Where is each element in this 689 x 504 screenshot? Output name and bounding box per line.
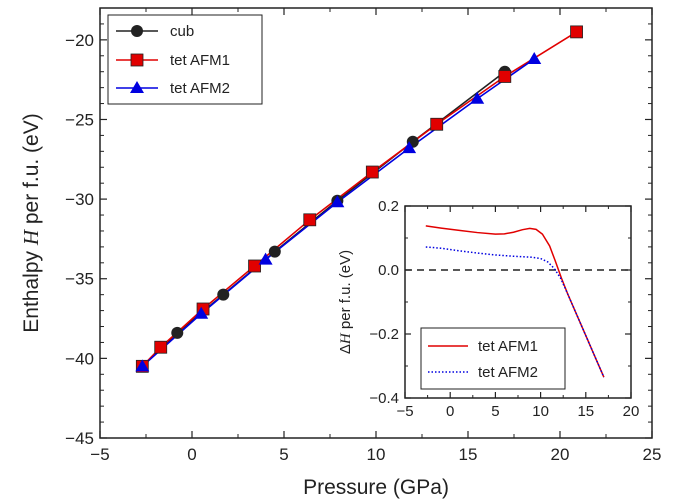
point-cub <box>268 245 281 258</box>
inset-x-tick-label: 5 <box>491 403 499 420</box>
x-tick-label: 15 <box>459 445 478 464</box>
point-afm2 <box>258 252 273 265</box>
point-cub <box>217 288 230 301</box>
inset-plot-frame <box>404 205 632 399</box>
inset-legend-box <box>420 327 566 390</box>
main-legend: cub tet AFM1 tet AFM2 <box>107 14 263 105</box>
inset-y-axis-title: ΔH per f.u. (eV) <box>337 250 354 354</box>
main-series-group <box>135 25 583 373</box>
point-afm2 <box>470 91 485 104</box>
point-afm1 <box>570 25 583 39</box>
inset-series-line-tet-afm2 <box>425 246 605 378</box>
inset-y-tick-label: −0.2 <box>369 326 399 343</box>
point-afm1 <box>303 213 317 227</box>
x-tick-label: −5 <box>90 445 109 464</box>
inset-x-tick-label: −5 <box>396 403 413 420</box>
legend-label-afm1: tet AFM1 <box>170 52 230 69</box>
x-tick-label: 10 <box>367 445 386 464</box>
y-tick-label: −20 <box>65 31 94 50</box>
inset-x-tick-label: 20 <box>623 403 640 420</box>
point-afm2 <box>402 141 417 154</box>
inset-legend-label-afm1: tet AFM1 <box>478 338 538 355</box>
point-afm1 <box>248 259 261 273</box>
inset-y-axis-title-suffix: per f.u. (eV) <box>337 250 354 333</box>
point-afm2 <box>330 195 345 208</box>
inset-series-line-tet-afm1 <box>425 225 605 378</box>
inset-y-tick-label: 0.2 <box>378 198 399 215</box>
inset-x-tick-label: 10 <box>532 403 549 420</box>
x-tick-label: 5 <box>279 445 288 464</box>
y-tick-label: −25 <box>65 110 94 129</box>
point-afm2 <box>194 306 209 319</box>
inset-axis-ticks: −5 0 5 10 15 20 −0.4 −0.2 0.0 0.2 <box>369 198 639 420</box>
point-afm1 <box>154 340 168 354</box>
x-tick-label: 0 <box>187 445 196 464</box>
inset-series-group <box>405 225 631 378</box>
legend-label-cub: cub <box>170 23 194 40</box>
legend-marker-afm2 <box>130 81 144 93</box>
legend-marker-cub <box>131 25 143 37</box>
main-axis-ticks: −5 0 5 10 15 20 25 −45 −40 −35 −30 −25 −20 <box>65 7 662 464</box>
y-axis-title: Enthalpy H per f.u. (eV) <box>19 113 43 332</box>
point-cub <box>171 326 184 339</box>
inset-legend-label-afm2: tet AFM2 <box>478 364 538 381</box>
point-afm1 <box>365 165 379 179</box>
x-tick-label: 20 <box>551 445 570 464</box>
inset-y-tick-label: 0.0 <box>378 262 399 279</box>
legend-label-afm2: tet AFM2 <box>170 80 230 97</box>
inset-x-tick-label: 0 <box>446 403 454 420</box>
inset-x-tick-label: 15 <box>577 403 594 420</box>
y-tick-label: −40 <box>65 349 94 368</box>
y-axis-title-symbol: H <box>19 228 43 246</box>
inset-y-axis-title-prefix: Δ <box>337 344 354 354</box>
point-afm2 <box>527 51 542 64</box>
point-afm1 <box>498 70 512 83</box>
inset-legend: tet AFM1 tet AFM2 <box>420 327 566 390</box>
point-afm1 <box>430 117 444 131</box>
y-tick-label: −30 <box>65 190 94 209</box>
y-axis-title-prefix: Enthalpy <box>20 245 43 333</box>
y-tick-label: −35 <box>65 270 94 289</box>
x-axis-title: Pressure (GPa) <box>303 476 449 499</box>
legend-marker-afm1 <box>130 53 144 67</box>
x-tick-label: 25 <box>643 445 662 464</box>
inset-y-axis-title-symbol: H <box>338 332 354 345</box>
point-afm2 <box>135 359 150 372</box>
inset-y-tick-label: −0.4 <box>369 390 399 407</box>
y-axis-title-suffix: per f.u. (eV) <box>20 113 43 230</box>
y-tick-label: −45 <box>65 429 94 448</box>
